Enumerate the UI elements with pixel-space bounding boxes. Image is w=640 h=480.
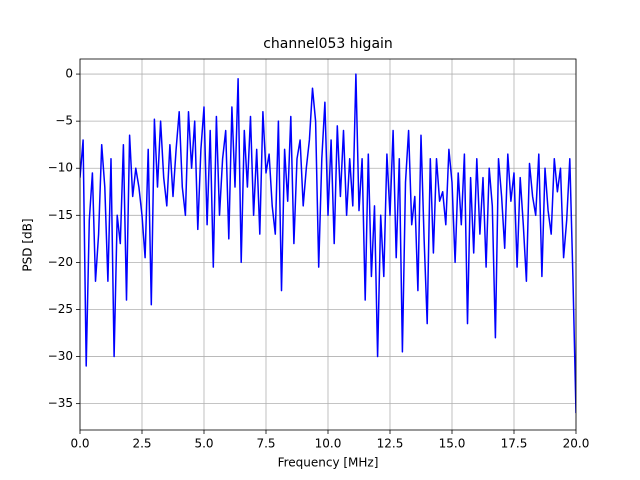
y-tick-label: −30 (48, 349, 73, 363)
plot-frame (79, 58, 577, 431)
x-tick-label: 10.0 (315, 437, 342, 451)
x-tick-label: 20.0 (563, 437, 590, 451)
y-tick-label: −25 (48, 302, 73, 316)
x-tick-label: 15.0 (439, 437, 466, 451)
y-tick-label: −20 (48, 255, 73, 269)
y-axis-label: PSD [dB] (21, 218, 35, 271)
x-tick-label: 7.5 (256, 437, 275, 451)
y-tick-label: 0 (65, 67, 73, 81)
x-tick-label: 5.0 (194, 437, 213, 451)
x-axis-label: Frequency [MHz] (278, 456, 379, 470)
y-tick-label: −5 (55, 114, 73, 128)
x-tick-label: 17.5 (501, 437, 528, 451)
y-tick-label: −15 (48, 208, 73, 222)
x-tick-label: 2.5 (132, 437, 151, 451)
data-line (80, 73, 576, 414)
y-tick-label: −35 (48, 396, 73, 410)
x-tick-label: 0.0 (70, 437, 89, 451)
x-tick-label: 12.5 (377, 437, 404, 451)
chart-title: channel053 higain (263, 36, 393, 52)
y-tick-label: −10 (48, 161, 73, 175)
